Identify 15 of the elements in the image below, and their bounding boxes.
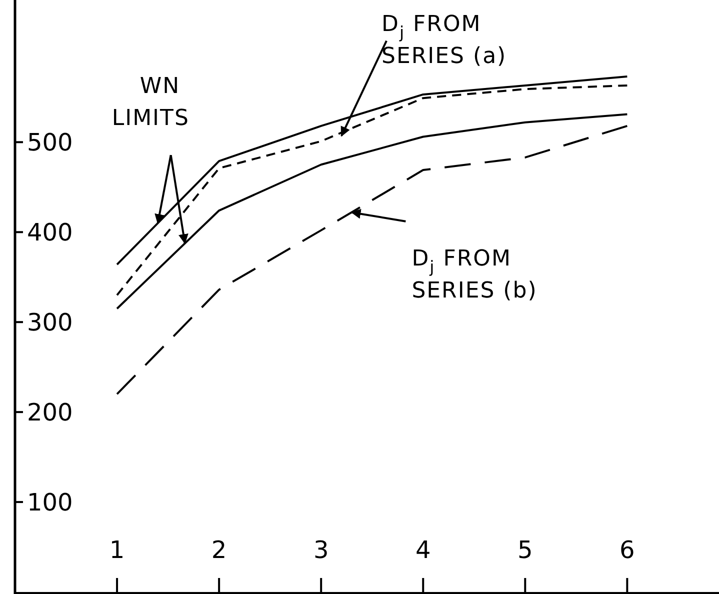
x-tick-label: 4 [415, 536, 431, 564]
y-tick-label: 300 [27, 308, 73, 336]
y-tick-label: 400 [27, 218, 73, 247]
x-tick-label: 6 [620, 536, 635, 564]
y-tick-label: 100 [27, 488, 73, 516]
annotation: D$_{j}$ FROM SERIES (b) [412, 246, 538, 304]
line-series [116, 124, 628, 396]
annotation: D$_{j}$ FROM SERIES (a) [381, 12, 507, 69]
x-tick-label: 3 [313, 536, 329, 564]
annotation: WN LIMITS [112, 74, 190, 132]
x-tick-label: 2 [211, 536, 227, 564]
x-tick-label: 1 [109, 536, 125, 564]
x-tick-label: 5 [518, 536, 533, 564]
y-tick-label: 500 [27, 128, 73, 157]
y-tick-label: 200 [27, 398, 73, 426]
